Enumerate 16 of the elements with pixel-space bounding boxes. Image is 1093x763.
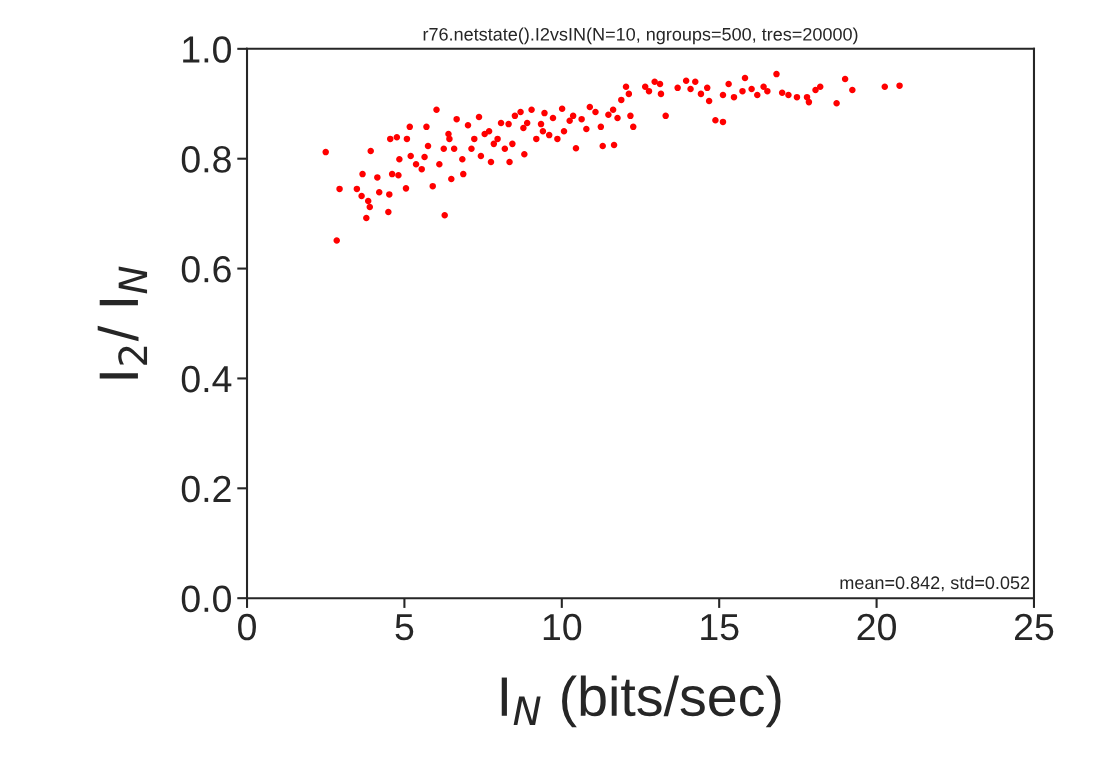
y-tick-label: 0.4 — [181, 365, 232, 393]
y-tick-label: 1.0 — [183, 36, 231, 63]
x-tick-label: 10 — [543, 613, 582, 641]
y-tick-label: 0.6 — [181, 255, 231, 283]
x-tick-label: 5 — [395, 614, 414, 641]
x-tick-label: 25 — [1015, 613, 1054, 641]
chart-title: r76.netstate().I2vsIN(N=10, ngroups=500, tres=20000) — [423, 27, 858, 45]
x-tick-label: 20 — [857, 613, 896, 641]
x-tick-label: 15 — [701, 614, 739, 641]
y-tick-label: 0.8 — [181, 146, 231, 173]
x-axis-title: I$_{N}$ (bits/sec) — [501, 675, 781, 728]
y-axis-title: I$_{2}$/ I$_{N}$ — [97, 266, 148, 379]
y-tick-label: 0.2 — [181, 475, 231, 503]
annotation: mean=0.842, std=0.052 — [840, 575, 1030, 592]
y-tick-label: 0.0 — [181, 585, 231, 613]
x-tick-label: 0 — [238, 613, 256, 641]
